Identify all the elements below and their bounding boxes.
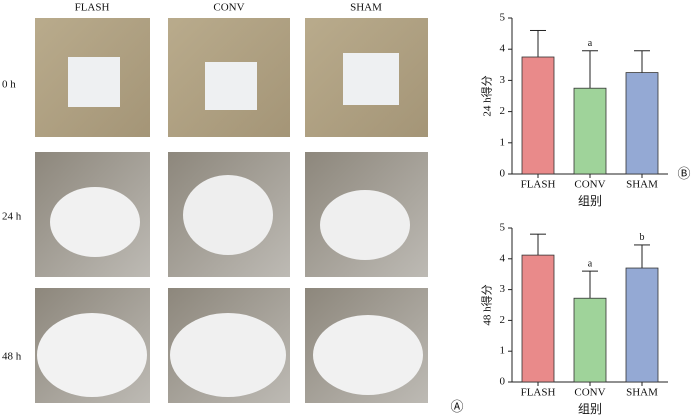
nest xyxy=(183,175,273,255)
nest xyxy=(320,190,410,260)
row-label: 0 h xyxy=(2,79,16,91)
nest xyxy=(50,187,140,257)
y-tick-label: 4 xyxy=(500,252,506,264)
bar xyxy=(573,297,607,383)
y-tick-label: 5 xyxy=(500,222,506,234)
x-axis-label: 组别 xyxy=(578,402,602,416)
annotation: a xyxy=(588,38,593,49)
nest xyxy=(313,315,423,395)
bar xyxy=(625,267,659,383)
y-tick-label: 2 xyxy=(500,105,506,117)
x-tick-label: FLASH xyxy=(521,179,556,191)
row-label: 24 h xyxy=(2,211,22,223)
y-tick-label: 0 xyxy=(500,376,506,388)
x-tick-label: SHAM xyxy=(626,387,658,399)
x-tick-label: CONV xyxy=(574,387,605,399)
bar xyxy=(521,56,555,175)
x-tick-label: FLASH xyxy=(521,387,556,399)
nest xyxy=(37,313,147,397)
y-tick-label: 5 xyxy=(500,12,506,24)
column-label: SHAM xyxy=(350,2,382,14)
bar xyxy=(521,254,555,383)
y-tick-label: 2 xyxy=(500,314,506,326)
column-label: CONV xyxy=(213,2,244,14)
x-tick-label: CONV xyxy=(574,179,605,191)
panel-label: Ⓐ xyxy=(450,399,463,414)
bar xyxy=(625,72,659,175)
photo-grid: FLASH CONV SHAM 0 h 24 h 48 h Ⓐ xyxy=(2,2,464,414)
y-axis-label: 48 h得分 xyxy=(481,284,494,325)
y-tick-label: 0 xyxy=(500,168,506,180)
column-label: FLASH xyxy=(75,2,110,14)
y-tick-label: 1 xyxy=(500,345,506,357)
y-tick-label: 3 xyxy=(500,74,506,86)
nest xyxy=(170,313,286,397)
y-tick-label: 3 xyxy=(500,283,506,295)
annotation: b xyxy=(640,232,645,243)
y-tick-label: 1 xyxy=(500,136,506,148)
x-tick-label: SHAM xyxy=(626,179,658,191)
nest-pad xyxy=(343,53,399,105)
nest-pad xyxy=(205,62,257,110)
panel-label: Ⓑ xyxy=(677,166,690,181)
annotation: a xyxy=(588,258,593,269)
y-axis-label: 24 h得分 xyxy=(481,75,494,116)
bar xyxy=(573,87,607,175)
row-label: 48 h xyxy=(2,351,22,363)
y-tick-label: 4 xyxy=(500,43,506,55)
x-axis-label: 组别 xyxy=(578,194,602,208)
nest-pad xyxy=(68,57,120,107)
